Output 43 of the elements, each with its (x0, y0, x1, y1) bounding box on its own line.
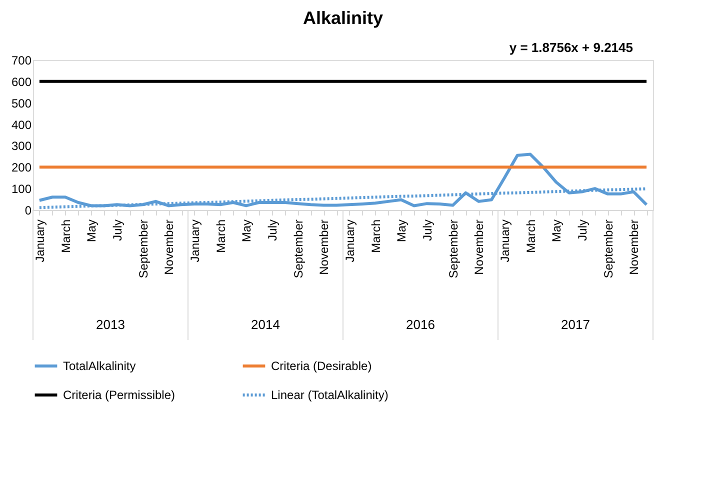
x-tick-label: July (110, 220, 124, 241)
y-tick-label: 200 (11, 160, 32, 175)
x-tick-label: May (550, 220, 564, 242)
legend-label: TotalAlkalinity (63, 359, 136, 373)
x-tick-label: November (162, 220, 176, 275)
x-tick-label: September (136, 220, 150, 278)
x-tick-label: March (368, 220, 383, 253)
legend-label: Criteria (Permissible) (63, 388, 176, 402)
text: 2013 (96, 317, 125, 332)
x-tick-label: July (265, 220, 280, 241)
x-tick-label: May (240, 220, 254, 242)
y-tick-label: 500 (11, 96, 32, 110)
x-tick-label: January (342, 220, 357, 262)
text: y = 1.8756x + 9.2145 (509, 40, 633, 55)
legend-label: Criteria (Desirable) (271, 359, 372, 373)
x-tick-label: January (188, 220, 202, 262)
text: 2017 (561, 317, 590, 332)
x-tick-label: November (317, 220, 332, 275)
y-tick-label: 100 (11, 182, 32, 196)
y-tick-label: 300 (11, 139, 32, 154)
line-series (38, 152, 648, 208)
y-tick-label: 0 (24, 204, 32, 218)
x-tick-label: March (214, 220, 228, 253)
x-tick-label: January (498, 220, 512, 262)
legend-label: Linear (TotalAlkalinity) (271, 388, 388, 402)
y-tick-label: 700 (11, 54, 32, 68)
x-tick-label: July (420, 220, 434, 241)
x-tick-label: May (84, 220, 99, 242)
x-tick-label: September (446, 220, 460, 278)
text: 2016 (406, 317, 435, 332)
x-tick-label: May (394, 220, 409, 242)
y-tick-label: 400 (11, 118, 32, 132)
x-tick-label: November (627, 220, 642, 275)
x-tick-label: September (601, 220, 616, 278)
x-tick-label: March (524, 220, 538, 253)
x-tick-label: September (291, 220, 306, 278)
x-tick-label: January (32, 220, 47, 262)
x-tick-label: March (58, 220, 73, 253)
y-tick-label: 600 (11, 74, 32, 89)
x-tick-label: July (575, 220, 590, 241)
text: 2014 (251, 317, 280, 332)
chart-title: Alkalinity (302, 8, 384, 28)
x-tick-label: November (472, 220, 486, 275)
